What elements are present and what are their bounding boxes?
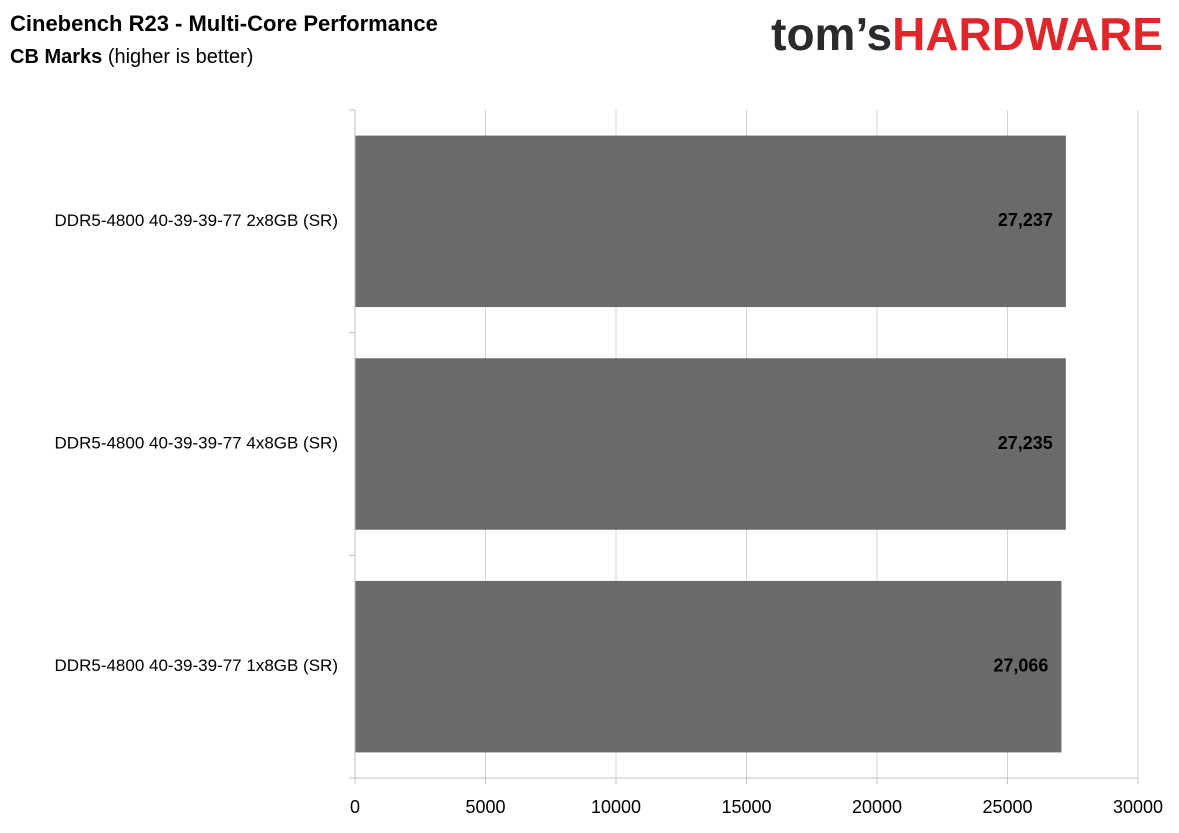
y-tick-label: DDR5-4800 40-39-39-77 2x8GB (SR) <box>55 211 338 230</box>
value-label: 27,235 <box>998 433 1053 453</box>
subtitle-main: CB Marks <box>10 46 102 68</box>
value-label: 27,066 <box>993 655 1048 675</box>
x-tick-label: 15000 <box>721 797 771 817</box>
chart-title: Cinebench R23 - Multi-Core Performance <box>10 11 438 36</box>
logo: tom’sHARDWARE <box>771 8 1163 60</box>
x-tick-label: 30000 <box>1113 797 1163 817</box>
chart-subtitle: CB Marks (higher is better) <box>10 46 253 68</box>
x-tick-label: 0 <box>350 797 360 817</box>
value-label: 27,237 <box>998 210 1053 230</box>
bar <box>355 135 1066 308</box>
logo-right: HARDWARE <box>892 8 1163 60</box>
x-tick-label: 10000 <box>591 797 641 817</box>
y-tick-label: DDR5-4800 40-39-39-77 1x8GB (SR) <box>55 656 338 675</box>
subtitle-note: (higher is better) <box>108 46 254 68</box>
x-tick-label: 5000 <box>465 797 505 817</box>
y-tick-label: DDR5-4800 40-39-39-77 4x8GB (SR) <box>55 433 338 452</box>
x-tick-label: 25000 <box>982 797 1032 817</box>
logo-left: tom’s <box>771 8 892 60</box>
x-tick-label: 20000 <box>852 797 902 817</box>
bar <box>355 580 1062 753</box>
bar <box>355 358 1066 530</box>
